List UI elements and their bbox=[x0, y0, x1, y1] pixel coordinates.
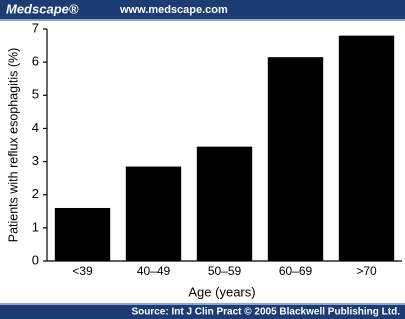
x-tick-label: 40–49 bbox=[137, 264, 171, 278]
bar bbox=[125, 166, 182, 261]
y-axis-label: Patients with reflux esophagitis (%) bbox=[6, 48, 20, 243]
header-rule bbox=[0, 19, 405, 21]
y-tick-label: 3 bbox=[32, 153, 39, 168]
y-tick-label: 2 bbox=[32, 186, 39, 201]
y-tick-label: 4 bbox=[32, 120, 39, 135]
x-tick-label: <39 bbox=[72, 264, 93, 278]
bar bbox=[54, 207, 111, 261]
bar bbox=[196, 146, 253, 261]
y-tick-label: 0 bbox=[32, 252, 39, 267]
y-tick-label: 6 bbox=[32, 54, 39, 69]
bar bbox=[267, 57, 324, 261]
y-tick-label: 7 bbox=[32, 20, 39, 35]
footer-rule bbox=[0, 303, 405, 305]
footer-bar bbox=[0, 305, 405, 319]
y-tick-label: 5 bbox=[32, 87, 39, 102]
x-tick-label: 50–59 bbox=[208, 264, 242, 278]
x-axis-label: Age (years) bbox=[188, 284, 255, 299]
bar bbox=[338, 35, 395, 261]
brand: Medscape® bbox=[6, 1, 79, 16]
x-tick-label: >70 bbox=[356, 264, 377, 278]
y-tick-label: 1 bbox=[32, 219, 39, 234]
header-bar bbox=[0, 0, 405, 19]
x-tick-label: 60–69 bbox=[279, 264, 313, 278]
url: www.medscape.com bbox=[119, 4, 228, 16]
source: Source: Int J Clin Pract © 2005 Blackwel… bbox=[131, 307, 400, 318]
